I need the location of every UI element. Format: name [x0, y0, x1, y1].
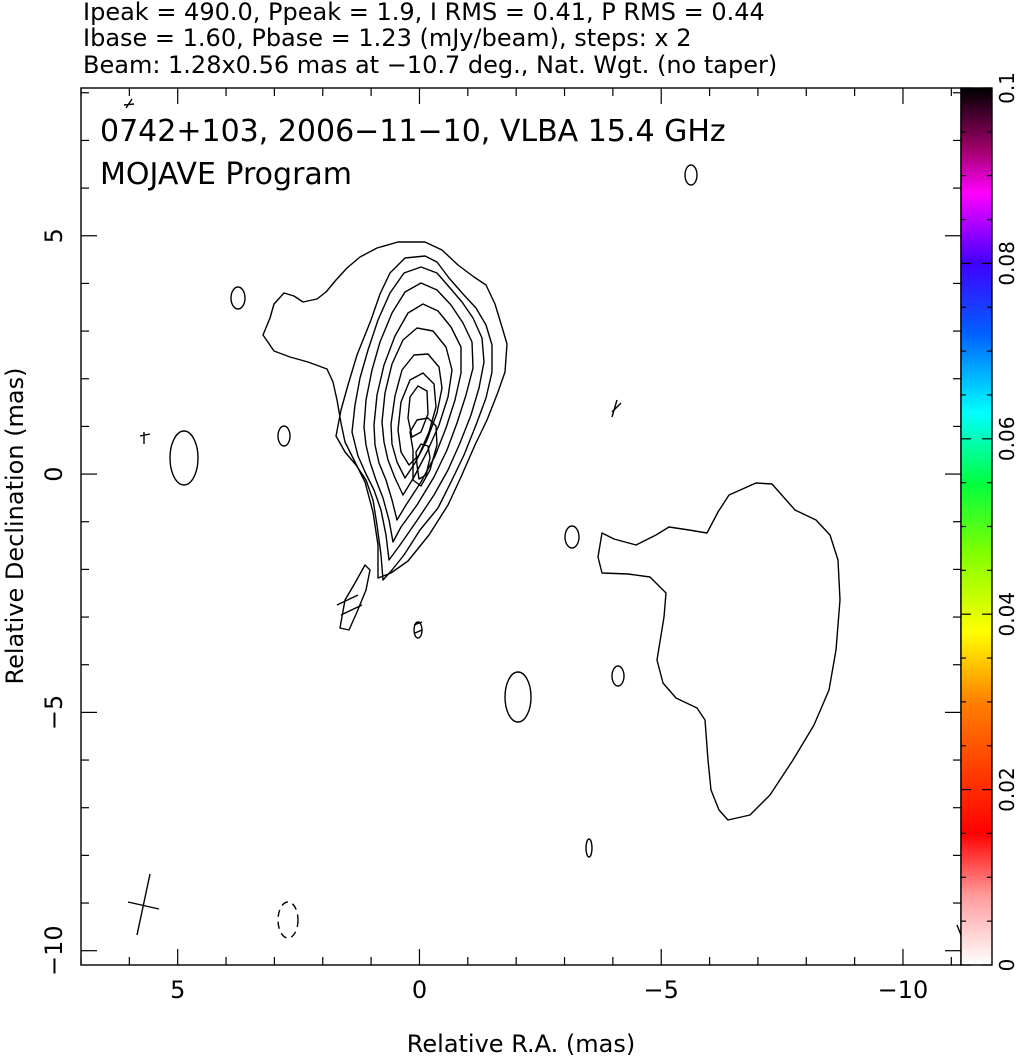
colorbar-tick-labels: 0 0.02 0.04 0.06 0.08 0.1 [995, 72, 1019, 971]
y-tick-label: −10 [40, 925, 68, 976]
x-tick-label: −5 [644, 976, 679, 1004]
contour-island-c [277, 425, 291, 447]
contour-level-3 [351, 266, 485, 561]
x-tick-label: 0 [412, 976, 427, 1004]
contour-level-5 [373, 303, 462, 521]
contour-level-8 [397, 372, 437, 466]
pol-vector [139, 433, 151, 437]
x-axis-title: Relative R.A. (mas) [407, 1030, 635, 1058]
colorbar-tick-label: 0.04 [995, 592, 1019, 637]
beam-minor-axis [127, 901, 160, 910]
contour-set [123, 98, 962, 939]
axis-ticks [80, 88, 961, 965]
pol-vector [340, 604, 363, 616]
pol-vector [611, 399, 618, 418]
colorbar-tick-label: 0.1 [995, 72, 1019, 104]
pol-vector [413, 621, 423, 626]
beam-major-axis [136, 873, 151, 936]
contour-level-9 [407, 385, 429, 438]
x-tick-label: 5 [170, 976, 185, 1004]
y-tick-label: 0 [40, 466, 68, 481]
header-line-2: Ibase = 1.60, Pbase = 1.23 (mJy/beam), s… [83, 24, 692, 52]
chart-title: 0742+103, 2006−11−10, VLBA 15.4 GHz [100, 114, 726, 149]
chart-subtitle: MOJAVE Program [100, 157, 352, 192]
colorbar-tick-label: 0.06 [995, 417, 1019, 462]
colorbar [960, 87, 993, 966]
y-axis-title: Relative Declination (mas) [1, 367, 29, 684]
contour-island-b [169, 430, 199, 486]
contour-level-6 [381, 327, 453, 496]
contour-level-4 [363, 282, 474, 543]
contour-island-a [230, 286, 246, 310]
contour-negative [277, 901, 299, 939]
contour-island-j [339, 564, 371, 631]
contour-level-7 [390, 353, 443, 479]
contour-level-1 [262, 241, 508, 579]
pol-vector [414, 629, 423, 634]
colorbar-tick-label: 0.02 [995, 767, 1019, 812]
contour-level-2 [335, 255, 493, 581]
contour-core-ring-2 [415, 443, 431, 480]
contour-core-ring-1 [409, 417, 438, 487]
contour-sw-lobe [597, 482, 841, 821]
contour-island-h [585, 838, 593, 858]
x-tick-label: −10 [878, 976, 929, 1004]
colorbar-ticks [961, 87, 992, 966]
pol-vector [123, 103, 135, 106]
y-tick-label: 5 [40, 228, 68, 243]
contour-island-e [564, 525, 580, 549]
pol-vector [125, 98, 133, 109]
y-tick-label: −5 [40, 695, 68, 730]
pol-vector [336, 594, 359, 606]
header-line-1: Ipeak = 490.0, Ppeak = 1.9, I RMS = 0.41… [83, 0, 765, 26]
plot-frame [80, 87, 962, 966]
contour-island-g [611, 665, 625, 687]
colorbar-tick-label: 0 [995, 959, 1019, 972]
contour-island-d [684, 164, 698, 186]
colorbar-tick-label: 0.08 [995, 241, 1019, 286]
axis-tick-labels: 5 0 −5 −10 5 0 −5 −10 [40, 228, 928, 1004]
contour-island-f [504, 671, 532, 723]
header-line-3: Beam: 1.28x0.56 mas at −10.7 deg., Nat. … [83, 51, 777, 79]
